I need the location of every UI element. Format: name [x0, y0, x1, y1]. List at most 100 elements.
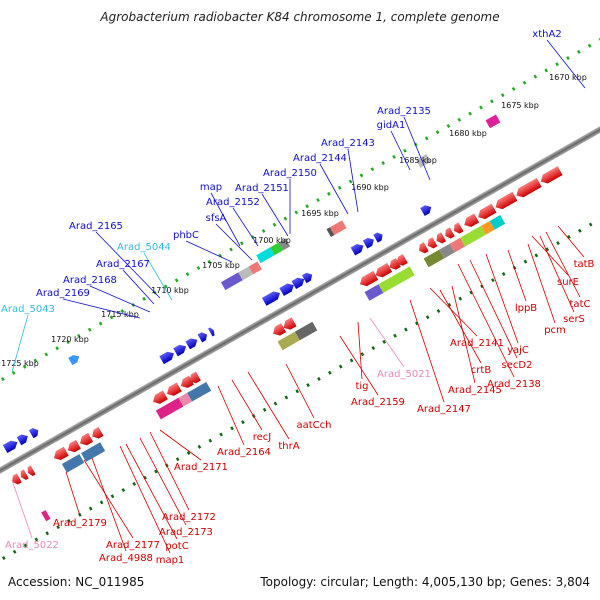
reverse-gene-label: recJ: [253, 432, 272, 443]
kbp-label: 1720 kbp: [51, 335, 89, 344]
forward-tick-mark: [490, 99, 494, 104]
reverse-gene-label: Arad_2179: [53, 518, 107, 529]
reverse-tick-mark: [447, 302, 452, 307]
reverse-gene-label: surE: [557, 277, 579, 288]
reverse-leader-line: [91, 457, 127, 552]
reverse-gene-arrow: [478, 203, 497, 220]
reverse-tick-mark: [284, 395, 289, 400]
reverse-tick-mark: [23, 543, 28, 548]
reverse-tick-mark: [262, 407, 267, 412]
forward-tick-mark: [511, 86, 516, 91]
forward-feature-box: [270, 242, 284, 256]
reverse-tick-mark: [219, 432, 223, 437]
forward-tick-mark: [500, 93, 505, 98]
reverse-leader-line: [539, 235, 575, 313]
forward-gene-arrow: [261, 291, 281, 307]
forward-feature-box: [248, 261, 262, 275]
forward-gene-arrow: [291, 277, 305, 290]
reverse-gene-arrow: [540, 165, 563, 184]
reverse-leader-line: [531, 235, 569, 276]
reverse-gene-arrow: [464, 213, 480, 228]
reverse-leader-line: [125, 443, 178, 540]
reverse-leader-line: [65, 471, 81, 517]
reverse-gene-label: Arad_2172: [162, 512, 216, 523]
reverse-leader-line: [247, 371, 290, 440]
reverse-gene-label: Arad_5022: [5, 540, 59, 551]
forward-gene-label: Arad_2151: [235, 183, 289, 194]
chromosome-backbone: [0, 70, 600, 530]
reverse-gene-label: Arad_2177: [106, 540, 160, 551]
reverse-tick-mark: [110, 494, 115, 499]
reverse-leader-line: [285, 363, 315, 419]
forward-tick-mark: [163, 284, 168, 289]
reverse-gene-arrow: [445, 227, 456, 239]
reverse-gene-label: secD2: [502, 360, 533, 371]
reverse-gene-label: Arad_2138: [487, 379, 541, 390]
reverse-tick-mark: [197, 444, 202, 449]
reverse-gene-arrow: [27, 465, 36, 477]
reverse-gene-arrow: [283, 317, 297, 330]
reverse-gene-label: Arad_2171: [174, 462, 228, 473]
reverse-tick-mark: [99, 500, 104, 505]
forward-gene-label: Arad_2165: [69, 221, 123, 232]
accession-text: Accession: NC_011985: [8, 575, 144, 589]
reverse-tick-mark: [327, 370, 332, 375]
reverse-leader-line: [507, 249, 527, 302]
reverse-tick-mark: [458, 296, 463, 301]
forward-gene-label: Arad_2167: [96, 259, 150, 270]
reverse-tick-mark: [154, 469, 158, 474]
reverse-tick-mark: [436, 309, 441, 314]
reverse-tick-mark: [317, 376, 321, 381]
forward-tick-mark: [533, 74, 538, 79]
reverse-feature-box: [460, 225, 486, 247]
reverse-gene-label: Arad_2173: [159, 527, 213, 538]
reverse-gene-arrow: [20, 469, 29, 481]
reverse-leader-line: [339, 335, 379, 396]
forward-tick-mark: [196, 266, 201, 270]
reverse-leader-line: [231, 379, 263, 431]
reverse-feature-box: [294, 321, 318, 341]
forward-tick-mark: [283, 216, 288, 221]
reverse-gene-label: yajC: [507, 345, 529, 356]
reverse-gene-label: tatB: [574, 259, 595, 270]
reverse-gene-arrow: [189, 371, 202, 384]
reverse-tick-mark: [121, 488, 126, 493]
reverse-gene-arrow: [516, 177, 542, 198]
forward-leader-line: [89, 285, 151, 313]
forward-tick-mark: [577, 49, 581, 54]
reverse-tick-mark: [567, 234, 571, 239]
reverse-tick-mark: [382, 339, 387, 344]
reverse-tick-mark: [393, 333, 397, 338]
reverse-tick-mark: [273, 401, 278, 406]
forward-tick-mark: [305, 204, 309, 209]
forward-tick-mark: [87, 327, 92, 332]
forward-gene-arrow: [373, 232, 383, 243]
forward-gene-label: Arad_2168: [63, 275, 117, 286]
reverse-gene-label: pcm: [544, 325, 566, 336]
reverse-tick-mark: [371, 346, 376, 351]
forward-tick-mark: [337, 185, 342, 190]
reverse-tick-mark: [306, 383, 310, 388]
forward-tick-mark: [381, 161, 386, 166]
forward-gene-arrow: [159, 351, 175, 365]
kbp-label: 1710 kbp: [151, 286, 189, 295]
reverse-gene-arrow: [166, 382, 183, 397]
forward-gene-arrow: [197, 332, 208, 343]
forward-gene-label: Arad_2169: [36, 288, 90, 299]
reverse-leader-line: [439, 289, 482, 364]
reverse-feature-box: [449, 237, 466, 253]
forward-gene-arrow: [173, 344, 187, 357]
kbp-label: 1690 kbp: [351, 183, 389, 192]
forward-strand-ticks: [0, 37, 600, 382]
forward-tick-mark: [142, 296, 146, 301]
forward-gene-arrow: [28, 427, 39, 439]
reverse-gene-label: map1: [156, 555, 185, 566]
reverse-tick-mark: [88, 506, 93, 511]
reverse-tick-mark: [588, 222, 593, 227]
reverse-tick-mark: [577, 228, 582, 233]
reverse-gene-label: Arad_2147: [417, 404, 471, 415]
reverse-tick-mark: [338, 364, 343, 369]
forward-leader-line: [122, 269, 155, 305]
